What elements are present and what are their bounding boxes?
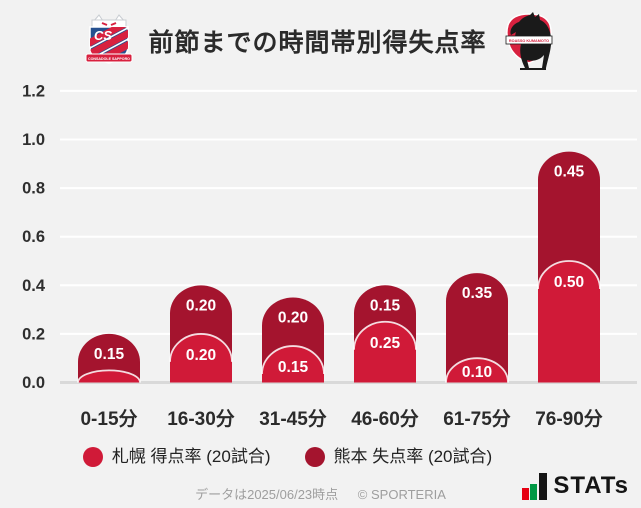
stacked-bar-chart: 0.0 0.2 0.4 0.6 0.8 1.0 1.2 0.15 0-15分 0.20 0.20 16… <box>22 82 637 430</box>
sapporo-series-swatch-icon <box>82 447 103 467</box>
consadole-sapporo-logo: CS CONSADOLE SAPPORO <box>85 14 133 64</box>
sapporo-value-label: 0.10 <box>462 364 492 381</box>
stats-logo: STATs <box>522 466 629 500</box>
bar-segment-sapporo <box>354 321 416 383</box>
kumamoto-value-label: 0.35 <box>462 285 493 302</box>
bar-segment-sapporo <box>446 358 508 383</box>
chart-title: 前節までの時間帯別得失点率 <box>148 29 487 57</box>
sporteria-copyright: © SPORTERIA <box>357 487 446 502</box>
sapporo-value-label: 0.25 <box>370 335 401 352</box>
svg-text:ROASSO KUMAMOTO: ROASSO KUMAMOTO <box>508 39 548 43</box>
y-tick-label: 1.0 <box>22 131 45 149</box>
y-tick-label: 0.8 <box>22 180 45 198</box>
data-date-note: データは2025/06/23時点 <box>195 487 339 502</box>
x-tick-label: 0-15分 <box>80 408 137 430</box>
svg-text:CONSADOLE SAPPORO: CONSADOLE SAPPORO <box>89 57 131 61</box>
y-tick-label: 0.2 <box>22 325 45 343</box>
legend: 札幌 得点率 (20試合) 熊本 失点率 (20試合) <box>0 446 608 468</box>
sapporo-cap-outline <box>169 333 233 362</box>
kumamoto-value-label: 0.15 <box>370 297 401 314</box>
footer: データは2025/06/23時点 © SPORTERIA <box>0 484 641 503</box>
x-tick-label: 31-45分 <box>259 408 327 430</box>
sapporo-cap-outline <box>445 357 509 383</box>
bar-segment-kumamoto <box>446 273 508 383</box>
bar-segment-sapporo <box>170 333 232 383</box>
sapporo-value-label: 0.50 <box>554 274 584 291</box>
sapporo-cap-outline <box>261 345 325 375</box>
sapporo-value-label: 0.20 <box>186 347 216 364</box>
x-tick-label: 16-30分 <box>167 408 235 430</box>
legend-label-kumamoto: 熊本 失点率 (20試合) <box>333 447 493 466</box>
y-tick-label: 1.2 <box>22 82 45 100</box>
kumamoto-value-label: 0.15 <box>94 346 125 363</box>
legend-item-kumamoto: 熊本 失点率 (20試合) <box>304 446 493 468</box>
legend-label-sapporo: 札幌 得点率 (20試合) <box>111 447 271 466</box>
stats-logo-text: STATs <box>553 472 629 499</box>
sapporo-cap-outline <box>537 260 601 290</box>
svg-text:CS: CS <box>94 28 112 43</box>
x-tick-label: 76-90分 <box>535 408 603 430</box>
y-tick-label: 0.0 <box>22 374 45 392</box>
bar-segment-sapporo <box>262 346 324 383</box>
kumamoto-series-swatch-icon <box>304 447 325 467</box>
x-tick-label: 61-75分 <box>443 408 511 430</box>
kumamoto-value-label: 0.20 <box>278 309 308 326</box>
kumamoto-value-label: 0.20 <box>186 297 216 314</box>
roasso-kumamoto-logo: ROASSO KUMAMOTO <box>505 12 552 70</box>
bar-segment-sapporo <box>538 261 600 383</box>
bar-segment-kumamoto <box>78 333 140 383</box>
y-tick-label: 0.6 <box>22 228 45 246</box>
y-tick-label: 0.4 <box>22 277 46 295</box>
sapporo-value-label: 0.15 <box>278 359 309 376</box>
kumamoto-value-label: 0.45 <box>554 164 585 181</box>
sapporo-cap-outline <box>353 320 417 350</box>
header: CS CONSADOLE SAPPORO 前節までの時間帯別得失点率 ROASS… <box>0 8 641 74</box>
x-tick-label: 46-60分 <box>351 408 419 430</box>
sapporo-cap-outline <box>77 369 141 383</box>
bar-segment-sapporo <box>78 370 140 383</box>
legend-item-sapporo: 札幌 得点率 (20試合) <box>82 446 271 468</box>
stats-bar-chart-icon <box>522 473 548 500</box>
